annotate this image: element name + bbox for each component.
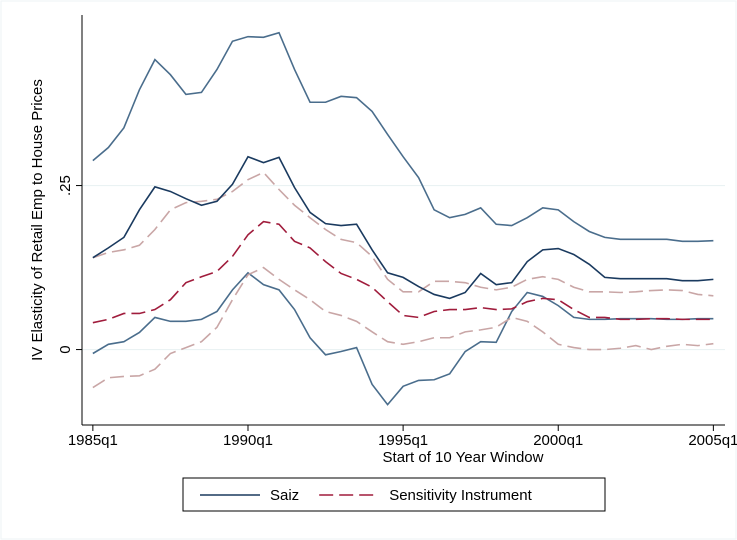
series-line bbox=[92, 266, 714, 389]
x-tick-label: 2005q1 bbox=[688, 432, 737, 449]
legend-label: Saiz bbox=[270, 487, 299, 504]
x-tick-label: 1990q1 bbox=[223, 432, 273, 449]
series-line bbox=[92, 271, 714, 406]
x-tick-label: 1995q1 bbox=[378, 432, 428, 449]
x-axis-title: Start of 10 Year Window bbox=[383, 449, 544, 466]
x-tick-label: 1985q1 bbox=[68, 432, 118, 449]
y-tick-label: 0 bbox=[57, 345, 74, 353]
y-axis-title: IV Elasticity of Retail Emp to House Pri… bbox=[29, 79, 46, 361]
series-line bbox=[92, 155, 714, 300]
legend-label: Sensitivity Instrument bbox=[389, 487, 532, 504]
series-line bbox=[92, 31, 714, 243]
y-tick-label: .25 bbox=[57, 175, 74, 196]
series-line bbox=[92, 171, 714, 297]
x-tick-label: 2000q1 bbox=[533, 432, 583, 449]
series-line bbox=[92, 220, 714, 324]
